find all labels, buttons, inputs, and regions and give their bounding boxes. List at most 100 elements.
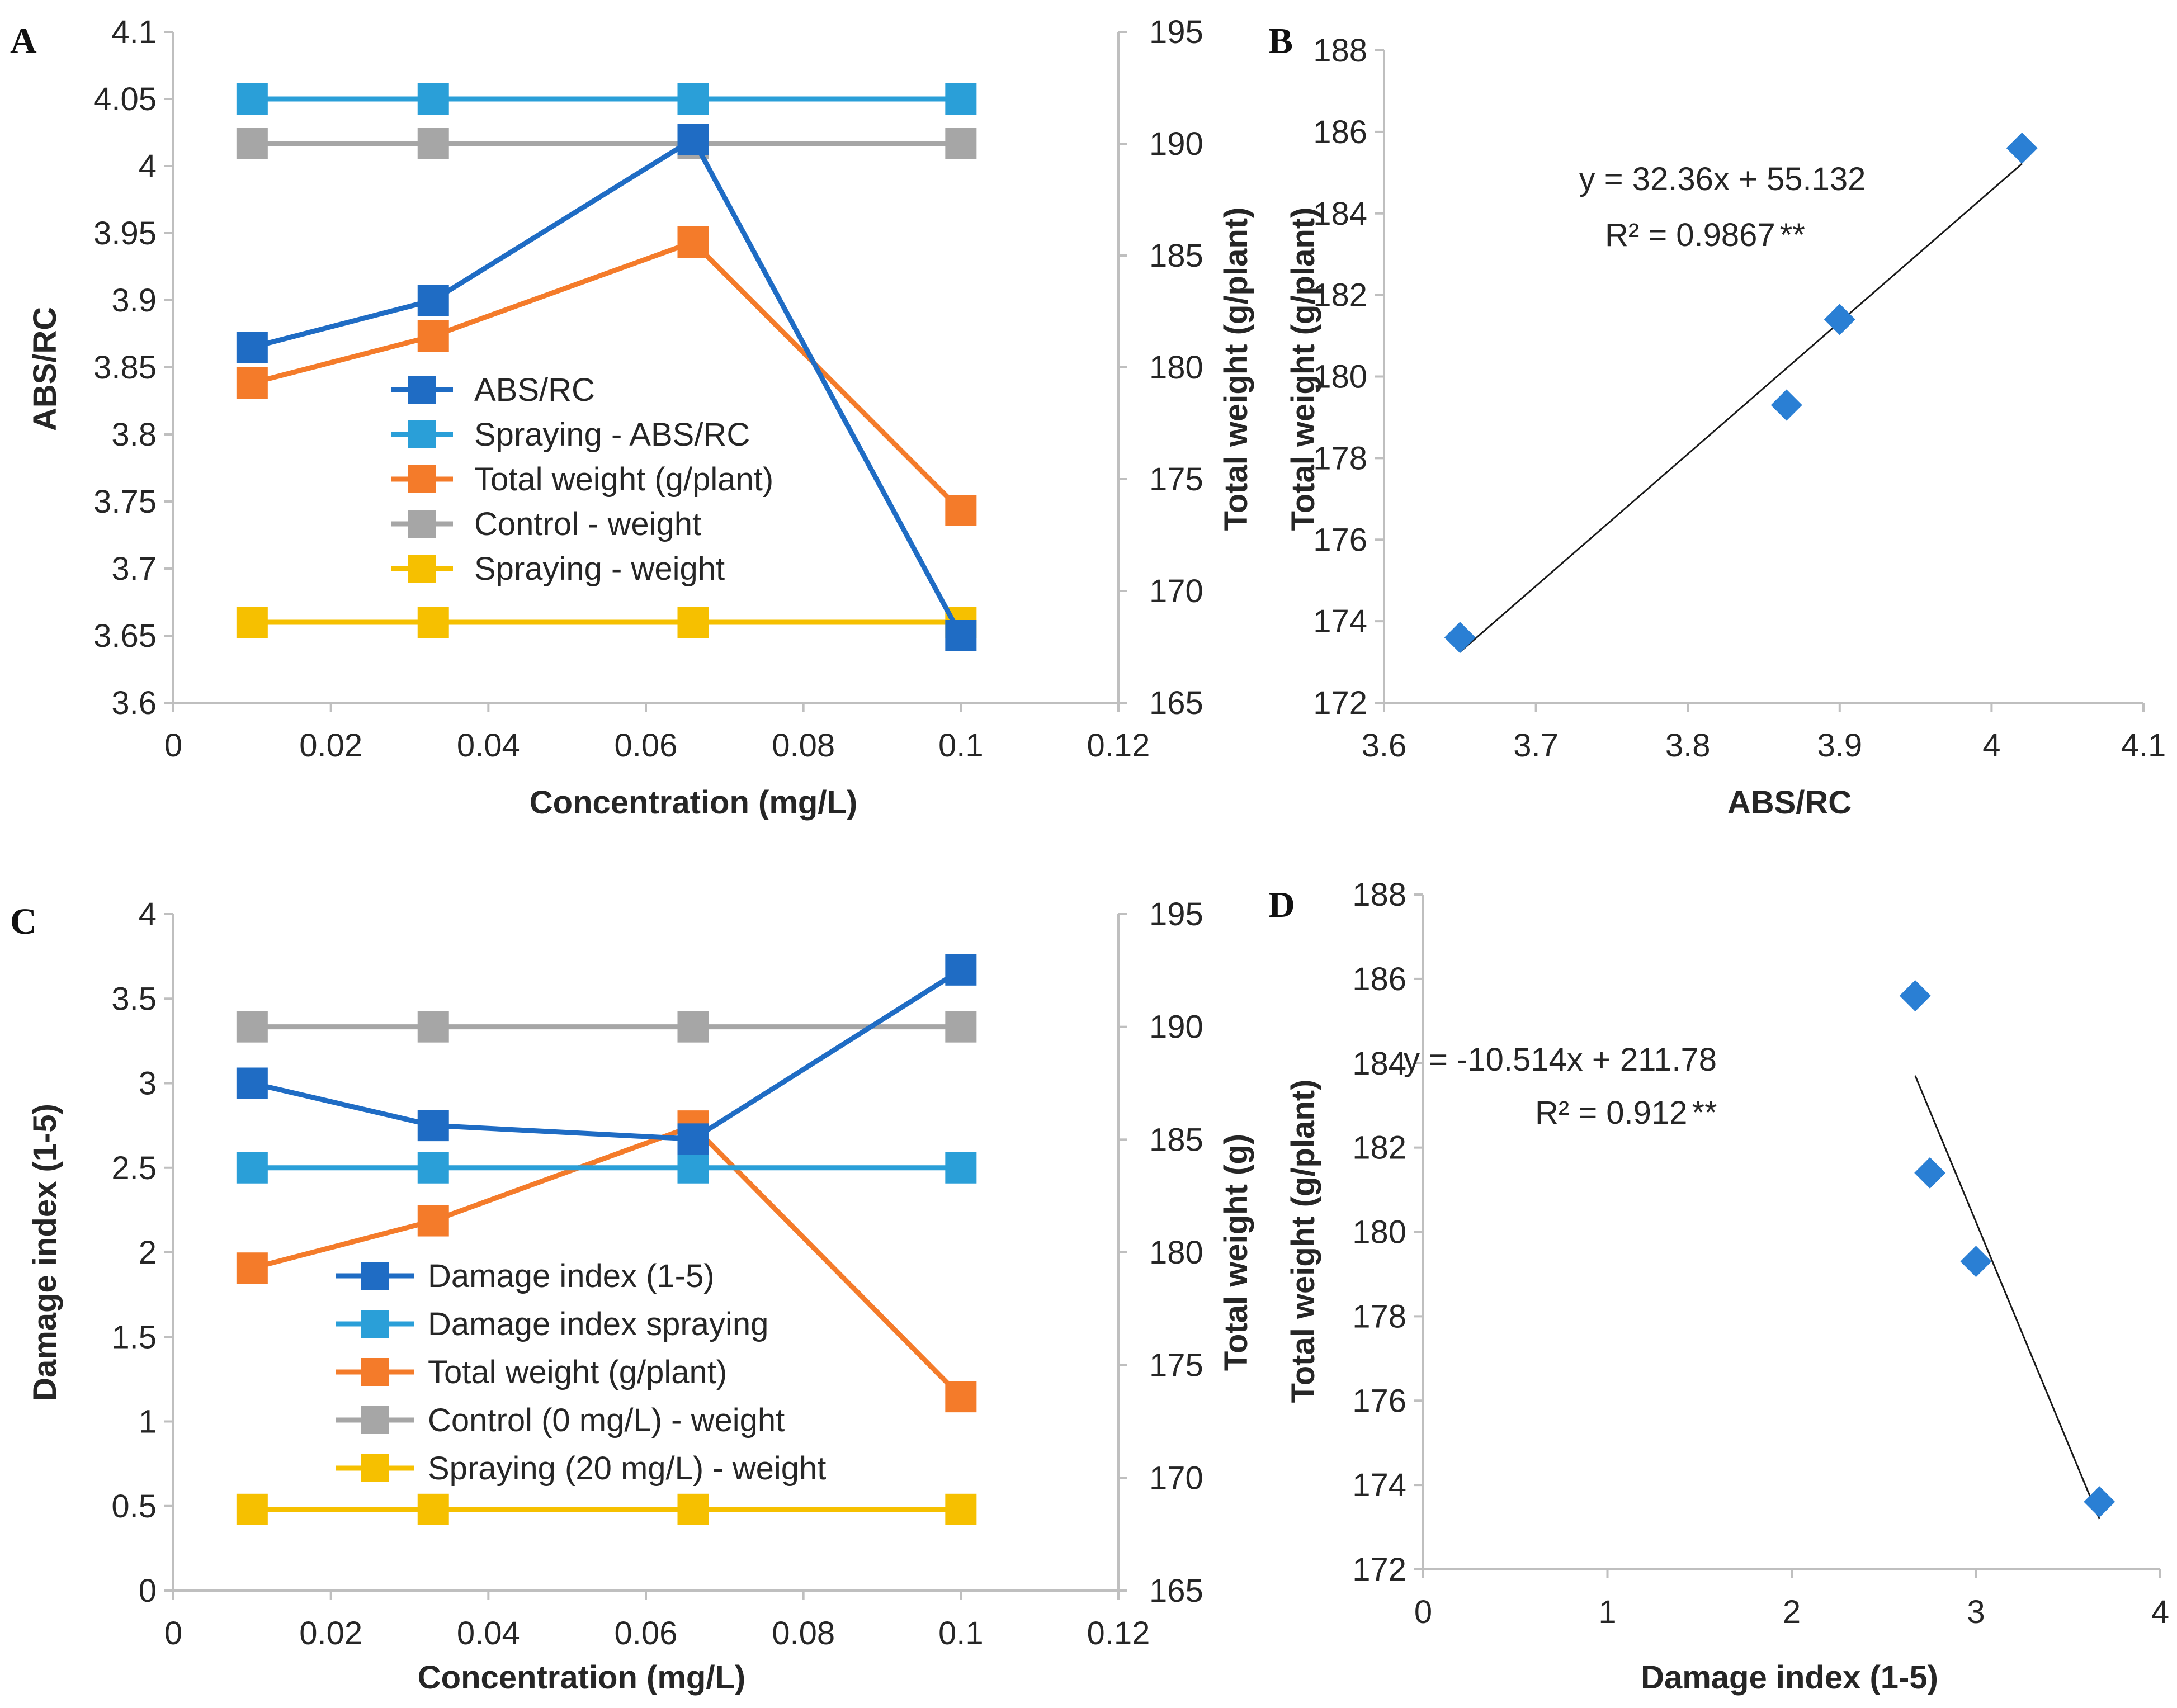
panel-a-series <box>236 83 977 651</box>
panel-c-marker-total-weight-g-plant <box>945 1381 977 1413</box>
panel-c-y2-title: Total weight (g) <box>1218 1134 1254 1371</box>
panel-c-y-tick-label: 2.5 <box>111 1150 157 1186</box>
panel-b-y-tick-label: 188 <box>1313 32 1367 69</box>
panel-a-legend-label-spraying-abs-rc: Spraying - ABS/RC <box>474 417 750 453</box>
panel-a-series-spraying-abs-rc <box>236 83 977 115</box>
panel-c-y-tick-label: 2 <box>139 1234 157 1271</box>
panel-c: C 0 0.02 0.04 0.06 0.08 0.1 0.12 0 0.5 1 1.5 2 2.5 3… <box>10 896 1254 1696</box>
panel-c-x-title: Concentration (mg/L) <box>418 1659 745 1696</box>
panel-a-y-tick-label: 4.1 <box>111 14 157 50</box>
panel-c-x-tick-label: 0.06 <box>615 1615 678 1652</box>
panel-c-marker-spraying-20-mg-l-weight <box>945 1493 977 1525</box>
panel-c-y2-tick-label: 195 <box>1149 896 1203 933</box>
panel-a-series-abs-rc <box>236 124 977 651</box>
panel-a-y-tick-label: 3.9 <box>111 282 157 319</box>
panel-d-y-tick-label: 188 <box>1352 877 1406 913</box>
panel-a-marker-total-weight-g-plant <box>677 226 709 258</box>
panel-a-x-title: Concentration (mg/L) <box>530 784 857 821</box>
panel-c-marker-damage-index-spraying <box>945 1152 977 1184</box>
panel-a-marker-control-weight <box>236 128 268 159</box>
panel-a-y-ticks: 3.6 3.65 3.7 3.75 3.8 3.85 3.9 3.95 4 4.05 4.1 <box>93 14 173 721</box>
panel-b-label: B <box>1268 21 1293 61</box>
panel-c-legend-marker-total-weight-g-plant <box>361 1358 389 1386</box>
panel-a-line-abs-rc <box>251 135 964 637</box>
panel-d-points <box>1899 980 2115 1518</box>
panel-b-y-tick-label: 180 <box>1313 359 1367 395</box>
panel-a-legend: ABS/RC Spraying - ABS/RC Total weight (g… <box>391 372 773 587</box>
panel-a-y2-tick-label: 180 <box>1149 349 1203 386</box>
panel-c-marker-damage-index-1-5 <box>417 1110 449 1142</box>
panel-d-trendline <box>1914 1075 2100 1520</box>
panel-a-marker-spraying-weight <box>417 607 449 638</box>
panel-b-equation: y = 32.36x + 55.132 <box>1579 161 1866 197</box>
panel-a-x-tick-label: 0.06 <box>615 727 678 764</box>
panel-a-y-tick-label: 3.75 <box>93 484 157 520</box>
panel-a-series-control-weight <box>236 128 977 159</box>
panel-a-legend-marker-spraying-weight <box>408 555 436 583</box>
panel-a-y2-ticks: 165 170 175 180 185 190 195 <box>1118 14 1203 721</box>
panel-b-x-tick-label: 3.8 <box>1665 727 1711 764</box>
panel-c-legend-marker-damage-index-spraying <box>361 1310 389 1338</box>
panel-a-x-ticks: 0 0.02 0.04 0.06 0.08 0.1 0.12 <box>164 703 1150 764</box>
panel-d-x-ticks: 0 1 2 3 4 <box>1414 1569 2169 1630</box>
panel-d-y-tick-label: 182 <box>1352 1130 1406 1166</box>
panel-d-axes <box>1422 895 2160 1570</box>
panel-a-marker-control-weight <box>945 128 977 159</box>
panel-c-marker-control-0-mg-l-weight <box>417 1011 449 1043</box>
panel-a-marker-abs-rc <box>945 620 977 651</box>
panel-a-y2-tick-label: 185 <box>1149 238 1203 274</box>
panel-a-marker-spraying-weight <box>677 607 709 638</box>
panel-b-x-tick-label: 4.1 <box>2121 727 2166 764</box>
panel-c-y-title: Damage index (1-5) <box>27 1104 63 1401</box>
panel-b-y-tick-label: 176 <box>1313 522 1367 558</box>
panel-b: B 3.6 3.7 3.8 3.9 4 4.1 172 174 176 178 180 182 184… <box>1268 21 2166 821</box>
panel-a-y-tick-label: 4 <box>139 148 157 184</box>
panel-b-y-tick-label: 178 <box>1313 440 1367 476</box>
panel-c-x-tick-label: 0.04 <box>457 1615 520 1652</box>
panel-c-marker-control-0-mg-l-weight <box>945 1011 977 1043</box>
panel-c-marker-damage-index-spraying <box>236 1152 268 1184</box>
panel-a-series-spraying-weight <box>236 607 977 638</box>
panel-c-x-tick-label: 0.1 <box>938 1615 984 1652</box>
panel-d-x-tick-label: 0 <box>1414 1594 1432 1630</box>
panel-c-legend-marker-damage-index-1-5 <box>361 1262 389 1290</box>
panel-a-marker-spraying-abs-rc <box>236 83 268 115</box>
panel-b-point <box>1770 389 1802 421</box>
panel-a-y2-tick-label: 170 <box>1149 573 1203 609</box>
panel-c-y2-tick-label: 175 <box>1149 1347 1203 1384</box>
panel-c-legend-label-damage-index: Damage index (1-5) <box>428 1258 715 1294</box>
panel-a-legend-label-total-weight: Total weight (g/plant) <box>474 461 773 498</box>
panel-c-y2-tick-label: 190 <box>1149 1009 1203 1045</box>
panel-d-x-title: Damage index (1-5) <box>1641 1659 1938 1696</box>
panel-a-marker-spraying-abs-rc <box>417 83 449 115</box>
panel-a-y2-tick-label: 190 <box>1149 126 1203 162</box>
panel-a-marker-abs-rc <box>236 332 268 363</box>
panel-a-marker-abs-rc <box>417 285 449 316</box>
panel-b-x-title: ABS/RC <box>1727 784 1852 821</box>
panel-d-y-title: Total weight (g/plant) <box>1285 1080 1321 1403</box>
panel-d-y-tick-label: 178 <box>1352 1298 1406 1335</box>
panel-a-marker-total-weight-g-plant <box>945 495 977 526</box>
panel-b-x-tick-label: 3.6 <box>1362 727 1407 764</box>
panel-c-marker-spraying-20-mg-l-weight <box>236 1493 268 1525</box>
panel-d-r2-value: R² = 0.912 <box>1535 1095 1687 1131</box>
panel-d-trendline-group <box>1914 1075 2100 1520</box>
panel-c-y2-tick-label: 165 <box>1149 1573 1203 1609</box>
panel-a-series-total-weight-g-plant <box>236 226 977 526</box>
panel-b-y-tick-label: 174 <box>1313 603 1367 640</box>
panel-b-point <box>1824 304 1855 335</box>
panel-a-y2-tick-label: 165 <box>1149 685 1203 721</box>
panel-c-y2-ticks: 165 170 175 180 185 190 195 <box>1118 896 1203 1609</box>
panel-c-legend-label-total-weight: Total weight (g/plant) <box>428 1354 727 1390</box>
panel-b-y-tick-label: 172 <box>1313 685 1367 721</box>
panel-c-x-tick-label: 0.02 <box>299 1615 362 1652</box>
panel-d-y-tick-label: 176 <box>1352 1383 1406 1419</box>
panel-c-marker-spraying-20-mg-l-weight <box>417 1493 449 1525</box>
panel-a-y-tick-label: 3.6 <box>111 685 157 721</box>
panel-c-legend-marker-spraying-20-mg-l-weight <box>361 1454 389 1482</box>
panel-b-y-tick-label: 186 <box>1313 114 1367 150</box>
panel-b-points <box>1444 133 2038 654</box>
panel-a-legend-label-control-weight: Control - weight <box>474 506 701 542</box>
panel-d-x-tick-label: 4 <box>2151 1594 2169 1630</box>
